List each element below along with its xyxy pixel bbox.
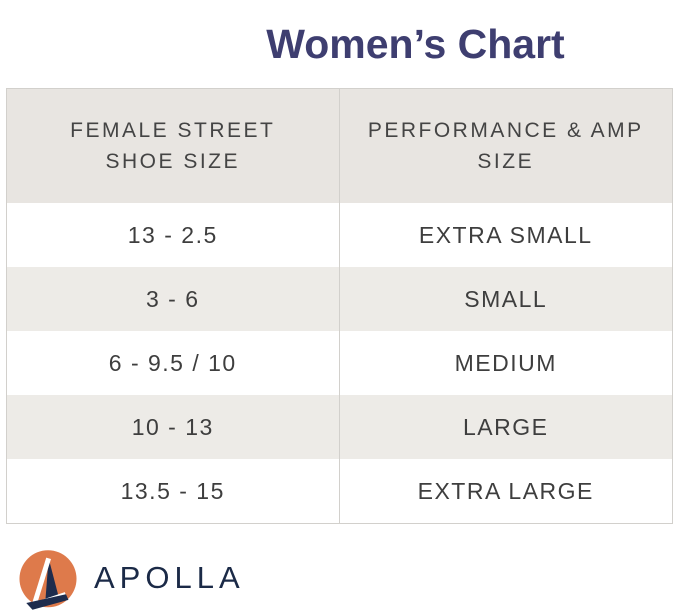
row-3-product-size: MEDIUM: [339, 331, 672, 395]
row-1-shoe-size: 13 - 2.5: [7, 203, 340, 267]
womens-size-table: FEMALE STREET SHOE SIZE PERFORMANCE & AM…: [6, 88, 673, 524]
row-5-shoe-size: 13.5 - 15: [7, 459, 340, 523]
row-4-product-size: LARGE: [339, 395, 672, 459]
row-5-product-size: EXTRA LARGE: [339, 459, 672, 523]
apolla-a-circle-icon: [19, 550, 77, 610]
column-header-performance-size: PERFORMANCE & AMP SIZE: [339, 89, 672, 203]
brand-footer: APOLLA: [17, 549, 245, 611]
row-1-product-size: EXTRA SMALL: [339, 203, 672, 267]
row-3-shoe-size: 6 - 9.5 / 10: [7, 331, 340, 395]
page-title: Women’s Chart: [266, 21, 565, 68]
row-2-product-size: SMALL: [339, 267, 672, 331]
column-header-shoe-size: FEMALE STREET SHOE SIZE: [7, 89, 340, 203]
row-2-shoe-size: 3 - 6: [7, 267, 340, 331]
row-4-shoe-size: 10 - 13: [7, 395, 340, 459]
brand-wordmark: APOLLA: [94, 560, 245, 595]
